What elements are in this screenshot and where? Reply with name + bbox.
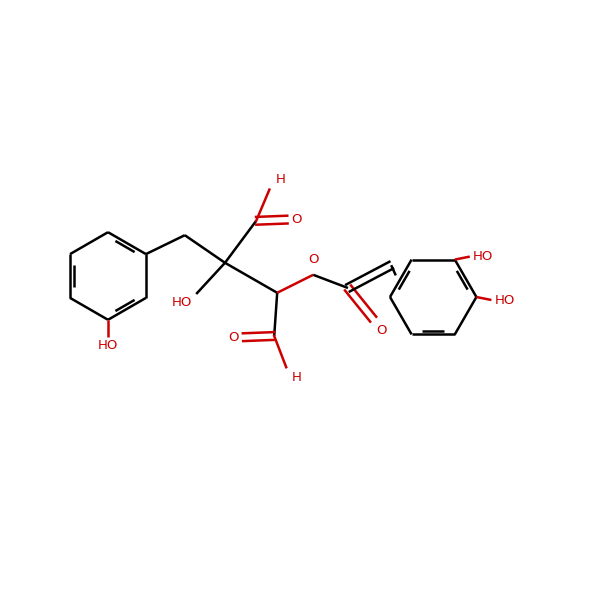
- Text: O: O: [291, 213, 301, 226]
- Text: O: O: [376, 324, 387, 337]
- Text: O: O: [308, 253, 319, 266]
- Text: HO: HO: [172, 296, 193, 310]
- Text: H: H: [275, 173, 285, 186]
- Text: HO: HO: [494, 293, 515, 307]
- Text: O: O: [229, 331, 239, 344]
- Text: HO: HO: [98, 339, 118, 352]
- Text: H: H: [292, 371, 302, 384]
- Text: HO: HO: [473, 250, 493, 263]
